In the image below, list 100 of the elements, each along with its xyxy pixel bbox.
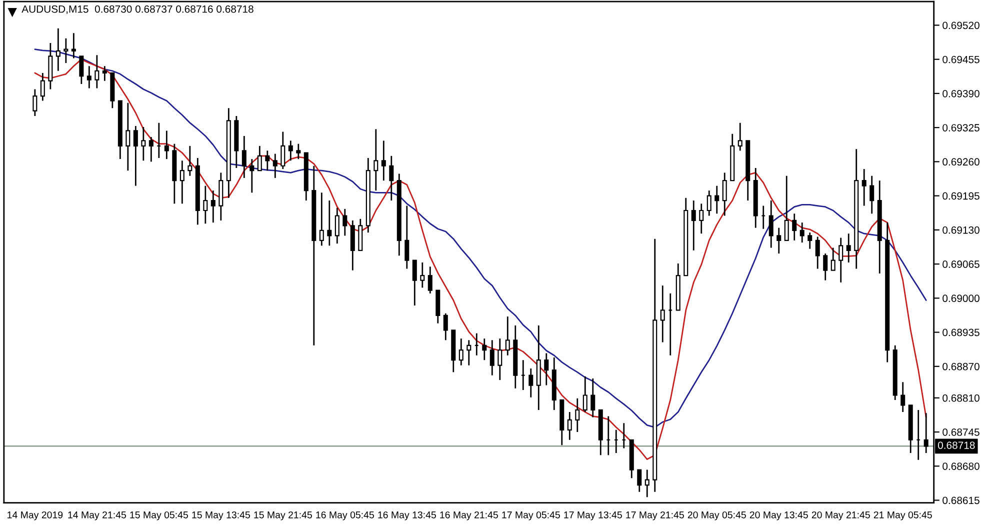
candlestick bbox=[86, 65, 92, 89]
y-tick-label: 0.69130 bbox=[942, 226, 980, 234]
x-tick-label: 20 May 05:45 bbox=[688, 511, 746, 520]
candlestick bbox=[40, 72, 45, 102]
x-tick-label: 16 May 13:45 bbox=[378, 511, 436, 520]
candlestick bbox=[180, 160, 184, 204]
candlestick bbox=[466, 339, 472, 366]
candlestick bbox=[738, 122, 742, 152]
candlestick bbox=[575, 398, 580, 433]
candlestick bbox=[800, 222, 804, 244]
candlestick bbox=[250, 158, 254, 194]
candlestick bbox=[582, 376, 588, 413]
candlestick bbox=[590, 378, 596, 418]
candlestick bbox=[900, 381, 906, 413]
candlestick bbox=[265, 150, 270, 172]
candlestick bbox=[420, 262, 425, 288]
y-tick-label: 0.69195 bbox=[942, 192, 980, 200]
x-tick-label: 16 May 21:45 bbox=[440, 511, 498, 520]
candlestick bbox=[823, 252, 828, 281]
candlestick bbox=[56, 28, 60, 72]
candlestick bbox=[660, 284, 665, 343]
candlestick bbox=[389, 155, 394, 202]
candlestick bbox=[148, 136, 154, 162]
candlestick bbox=[280, 131, 286, 170]
x-tick-label: 14 May 2019 bbox=[8, 511, 63, 520]
candlestick bbox=[862, 168, 866, 206]
candlestick bbox=[544, 352, 549, 386]
candlestick bbox=[458, 338, 464, 366]
candlestick bbox=[342, 208, 348, 236]
x-tick-label: 21 May 05:45 bbox=[874, 511, 932, 520]
candlestick bbox=[319, 192, 324, 246]
candlestick bbox=[838, 237, 844, 284]
candlestick bbox=[846, 232, 851, 264]
candlestick bbox=[722, 172, 727, 216]
x-tick-label: 17 May 13:45 bbox=[564, 511, 622, 520]
candlestick bbox=[141, 126, 146, 162]
candlestick bbox=[272, 153, 278, 179]
candlestick bbox=[714, 185, 720, 214]
candlestick bbox=[296, 143, 301, 160]
candlestick bbox=[327, 200, 332, 246]
y-tick-label: 0.69390 bbox=[942, 90, 980, 98]
candlestick bbox=[706, 190, 712, 216]
candlestick bbox=[428, 266, 432, 294]
candlestick bbox=[637, 469, 642, 493]
candlestick bbox=[64, 38, 68, 64]
candlestick bbox=[133, 125, 138, 187]
candlestick bbox=[870, 175, 874, 214]
chart-title: AUDUSD,M15 0.68730 0.68737 0.68716 0.68718 bbox=[22, 5, 254, 14]
candlestick bbox=[334, 207, 340, 244]
candlestick bbox=[79, 55, 84, 85]
x-tick-label: 14 May 21:45 bbox=[68, 511, 126, 520]
candlestick bbox=[490, 339, 494, 376]
x-tick-label: 20 May 13:45 bbox=[750, 511, 808, 520]
candlestick bbox=[784, 175, 789, 242]
ref-line-label: 0.68718 bbox=[938, 442, 975, 449]
candlestick bbox=[644, 469, 650, 498]
y-tick-label: 0.69065 bbox=[942, 260, 980, 268]
candlestick bbox=[815, 236, 820, 270]
y-tick-label: 0.68615 bbox=[942, 496, 980, 504]
candlestick bbox=[404, 205, 410, 270]
candlestick bbox=[443, 312, 448, 341]
x-tick-label: 17 May 21:45 bbox=[626, 511, 684, 520]
candlestick bbox=[482, 338, 487, 361]
candlestick bbox=[102, 65, 107, 82]
y-tick-label: 0.69520 bbox=[942, 22, 980, 30]
y-tick-label: 0.68745 bbox=[942, 428, 980, 436]
candlestick bbox=[164, 130, 169, 160]
candlestick bbox=[257, 145, 262, 172]
candlestick bbox=[830, 247, 836, 272]
candlestick bbox=[288, 140, 293, 162]
candlestick bbox=[691, 200, 696, 252]
candlestick bbox=[792, 212, 797, 242]
candlestick bbox=[567, 411, 572, 441]
x-tick-label: 17 May 05:45 bbox=[502, 511, 560, 520]
candlestick bbox=[381, 140, 386, 182]
candlestick bbox=[126, 102, 130, 172]
x-tick-label: 15 May 13:45 bbox=[192, 511, 250, 520]
y-tick-label: 0.68935 bbox=[942, 328, 980, 336]
candlestick bbox=[808, 232, 812, 250]
candlestick bbox=[210, 190, 216, 224]
candlestick bbox=[71, 32, 76, 59]
candlestick bbox=[94, 54, 100, 89]
y-tick-label: 0.69325 bbox=[942, 124, 980, 132]
candlestick bbox=[924, 412, 928, 454]
y-tick-label: 0.68810 bbox=[942, 394, 980, 402]
candlestick bbox=[242, 135, 246, 179]
y-tick-label: 0.68680 bbox=[942, 462, 980, 470]
candlestick bbox=[32, 88, 38, 117]
candlestick bbox=[768, 200, 774, 248]
candlestick bbox=[188, 145, 192, 177]
candlestick bbox=[374, 128, 378, 192]
y-tick-label: 0.69260 bbox=[942, 158, 980, 166]
candlestick bbox=[498, 338, 502, 381]
x-tick-label: 15 May 05:45 bbox=[130, 511, 188, 520]
y-tick-label: 0.68870 bbox=[942, 362, 980, 370]
x-tick-label: 20 May 21:45 bbox=[812, 511, 870, 520]
candlestick bbox=[528, 368, 534, 398]
candlestick bbox=[776, 227, 782, 254]
candlestick bbox=[505, 316, 510, 356]
x-tick-label: 15 May 21:45 bbox=[254, 511, 312, 520]
